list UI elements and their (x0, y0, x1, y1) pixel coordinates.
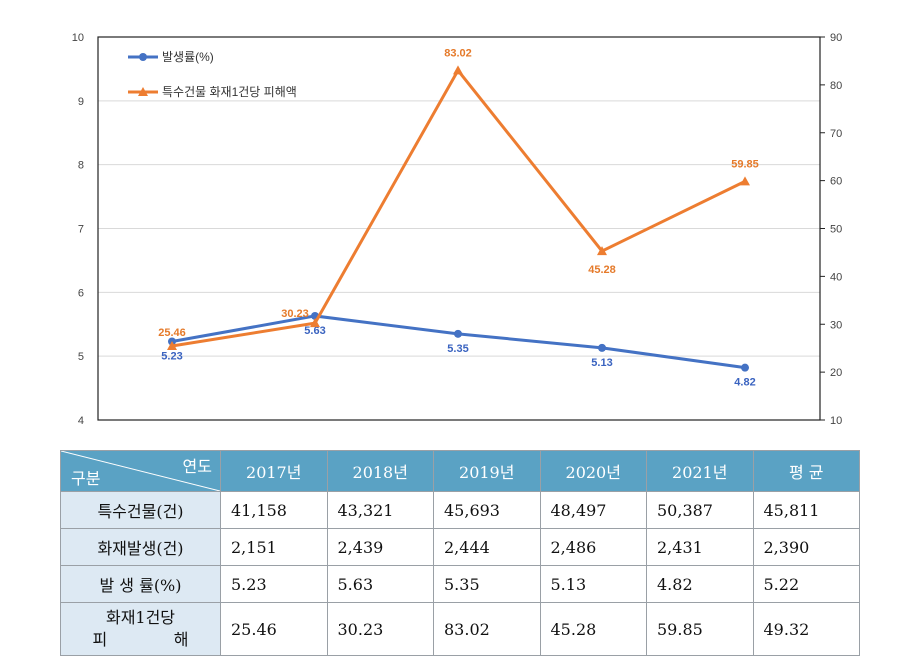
table-cell: 5.63 (326, 565, 434, 603)
table-header-row: 연도 구분 2017년 2018년 2019년 2020년 2021년 평 균 (60, 450, 860, 492)
corner-diagonal (61, 451, 220, 491)
rate-series-line (171, 314, 746, 370)
table-row: 발 생 률(%) 5.23 5.63 5.35 5.13 4.82 5.22 (60, 565, 860, 603)
statistics-table: 연도 구분 2017년 2018년 2019년 2020년 2021년 평 균 … (60, 450, 860, 656)
table-row: 특수건물(건) 41,158 43,321 45,693 48,497 50,3… (60, 491, 860, 529)
damage-point (740, 176, 750, 186)
series-layer: 5.23 5.63 5.35 5.13 4.82 25.46 30.23 83.02 45.28… (158, 47, 759, 388)
table-row: 화재발생(건) 2,151 2,439 2,444 2,486 2,431 2,… (60, 528, 860, 566)
header-2019: 2019년 (433, 450, 541, 492)
table-cell: 45.28 (539, 602, 647, 656)
table-cell: 49.32 (752, 602, 860, 656)
row-label-line2b: 해 (173, 630, 189, 649)
table-cell: 43,321 (326, 491, 434, 529)
table-cell: 2,486 (539, 528, 647, 566)
row-label-line1: 화재1건당 (105, 608, 176, 627)
damage-point (453, 65, 463, 75)
damage-point (167, 340, 177, 350)
left-tick-label: 7 (78, 224, 84, 236)
legend-label-rate: 발생률(%) (162, 50, 214, 64)
rate-data-label: 4.82 (734, 377, 755, 389)
rate-point (598, 343, 606, 352)
table-cell: 83.02 (433, 602, 541, 656)
right-tick-label: 60 (830, 176, 842, 188)
table-cell: 41,158 (220, 491, 328, 529)
right-tick-label: 80 (830, 80, 842, 92)
right-tick-label: 70 (830, 128, 842, 140)
table-cell: 2,431 (646, 528, 754, 566)
damage-point (310, 318, 320, 328)
table-cell: 5.22 (752, 565, 860, 603)
left-tick-label: 5 (78, 351, 84, 363)
damage-point (597, 246, 607, 256)
damage-data-label: 83.02 (444, 47, 472, 59)
rate-point (741, 363, 749, 372)
table-cell: 5.23 (220, 565, 328, 603)
table-cell: 4.82 (646, 565, 754, 603)
row-label-line2a: 피 (92, 630, 108, 649)
left-tick-label: 10 (72, 32, 84, 44)
header-average: 평 균 (752, 450, 860, 492)
table-cell: 2,444 (433, 528, 541, 566)
left-axis-ticks: 4 5 6 7 8 9 10 (72, 32, 84, 427)
legend-marker-damage (138, 87, 148, 96)
rate-data-label: 5.13 (591, 357, 612, 369)
header-2020: 2020년 (539, 450, 647, 492)
table-cell: 50,387 (646, 491, 754, 529)
table-cell: 25.46 (220, 602, 328, 656)
right-tick-label: 90 (830, 32, 842, 44)
table-cell: 5.35 (433, 565, 541, 603)
rate-data-label: 5.63 (304, 325, 325, 337)
damage-data-label: 25.46 (158, 327, 186, 339)
header-2018: 2018년 (326, 450, 434, 492)
left-tick-label: 8 (78, 160, 84, 172)
right-axis-ticks: 10 20 30 40 50 60 70 80 90 (820, 32, 842, 427)
corner-category-label: 구분 (71, 469, 101, 488)
table-row: 화재1건당 피 해 25.46 30.23 83.02 45.28 59.85 4… (60, 602, 860, 656)
right-tick-label: 40 (830, 271, 842, 283)
legend-marker-rate (139, 53, 147, 61)
dual-axis-line-chart: 4 5 6 7 8 9 10 10 20 30 40 50 60 70 80 90 5.23 5.63 5.35… (72, 32, 843, 427)
row-label: 발 생 률(%) (60, 565, 221, 603)
right-tick-label: 30 (830, 319, 842, 331)
row-label: 화재1건당 피 해 (60, 602, 221, 656)
table-cell: 5.13 (539, 565, 647, 603)
header-2021: 2021년 (646, 450, 754, 492)
table-cell: 59.85 (646, 602, 754, 656)
table-cell: 30.23 (326, 602, 434, 656)
table-cell: 2,151 (220, 528, 328, 566)
header-2017: 2017년 (220, 450, 328, 492)
right-tick-label: 20 (830, 367, 842, 379)
damage-data-label: 30.23 (281, 308, 309, 320)
damage-series-line (171, 67, 746, 348)
left-tick-label: 4 (78, 415, 84, 427)
table-cell: 48,497 (539, 491, 647, 529)
legend: 발생률(%) 특수건물 화재1건당 피해액 (128, 50, 297, 99)
right-tick-label: 50 (830, 224, 842, 236)
table-cell: 45,811 (752, 491, 860, 529)
table-corner-header: 연도 구분 (60, 450, 221, 492)
row-label: 특수건물(건) (60, 491, 221, 529)
table-cell: 2,390 (752, 528, 860, 566)
row-label: 화재발생(건) (60, 528, 221, 566)
corner-year-label: 연도 (182, 457, 212, 476)
damage-data-label: 45.28 (588, 264, 616, 276)
damage-data-label: 59.85 (731, 158, 759, 170)
left-tick-label: 9 (78, 96, 84, 108)
legend-label-damage: 특수건물 화재1건당 피해액 (162, 85, 297, 99)
rate-data-label: 5.23 (161, 350, 182, 362)
rate-data-label: 5.35 (447, 343, 468, 355)
table-cell: 45,693 (433, 491, 541, 529)
table-cell: 2,439 (326, 528, 434, 566)
left-tick-label: 6 (78, 287, 84, 299)
rate-point (454, 329, 462, 338)
right-tick-label: 10 (830, 415, 842, 427)
